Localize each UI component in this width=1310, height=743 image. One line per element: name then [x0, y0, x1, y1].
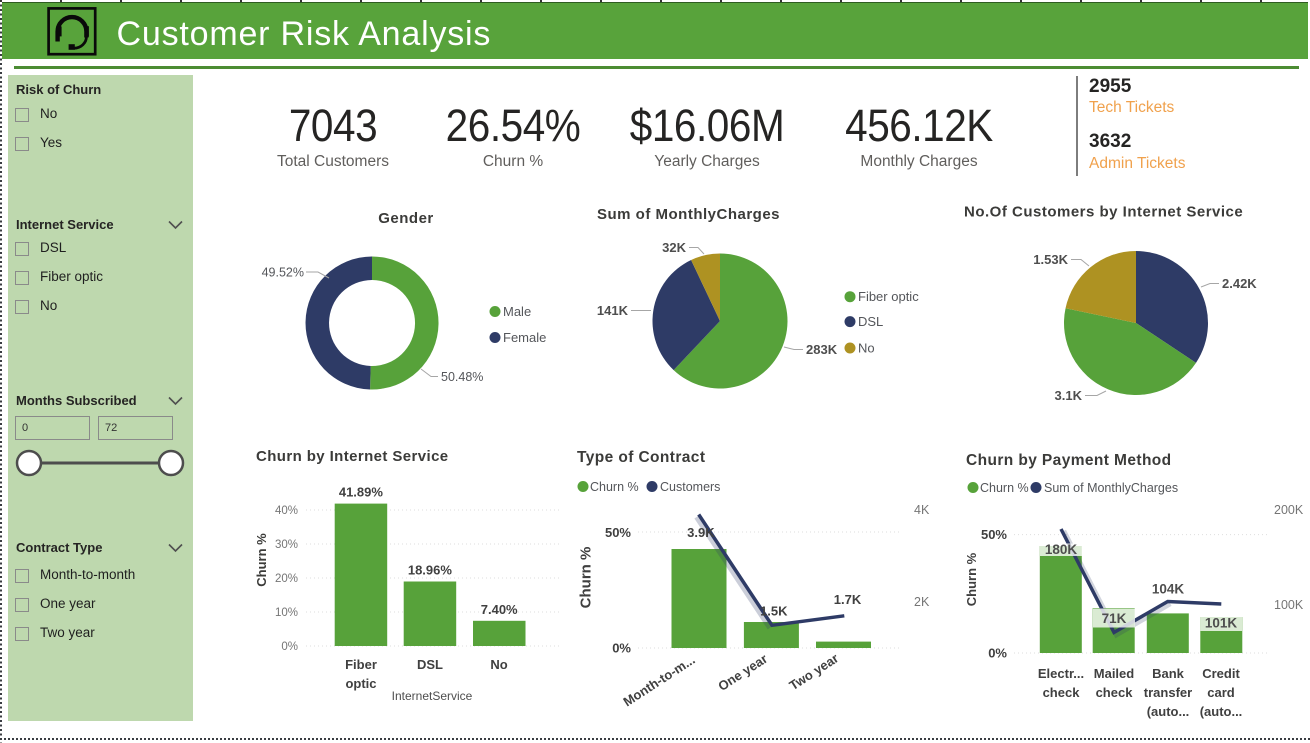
svg-text:30%: 30%	[275, 539, 298, 551]
svg-text:Female: Female	[503, 330, 546, 345]
svg-text:One year: One year	[715, 651, 770, 694]
svg-text:3.9K: 3.9K	[687, 525, 715, 540]
svg-text:50.48%: 50.48%	[441, 370, 483, 384]
svg-text:40%: 40%	[275, 505, 298, 517]
svg-text:141K: 141K	[597, 303, 629, 318]
svg-text:Churn %: Churn %	[964, 552, 979, 606]
svg-text:check: check	[1043, 685, 1081, 700]
svg-text:283K: 283K	[806, 342, 838, 357]
svg-text:20%: 20%	[275, 573, 298, 585]
svg-text:(auto...: (auto...	[1147, 704, 1190, 719]
svg-text:check: check	[1096, 685, 1134, 700]
svg-text:DSL: DSL	[858, 314, 883, 329]
svg-text:200K: 200K	[1274, 503, 1304, 517]
svg-text:Churn %: Churn %	[590, 480, 639, 494]
svg-text:32K: 32K	[662, 240, 686, 255]
svg-text:Male: Male	[503, 304, 531, 319]
svg-text:1.7K: 1.7K	[834, 592, 862, 607]
svg-text:DSL: DSL	[417, 657, 443, 672]
svg-text:Churn %: Churn %	[578, 547, 595, 609]
svg-text:50%: 50%	[605, 525, 631, 540]
svg-text:InternetService: InternetService	[392, 689, 473, 703]
svg-text:7.40%: 7.40%	[481, 602, 518, 617]
svg-text:3.1K: 3.1K	[1055, 388, 1083, 403]
svg-text:Sum of MonthlyCharges: Sum of MonthlyCharges	[1044, 481, 1178, 495]
svg-text:Churn %: Churn %	[254, 533, 269, 587]
svg-text:0%: 0%	[281, 641, 298, 653]
svg-text:10%: 10%	[275, 607, 298, 619]
svg-text:optic: optic	[345, 676, 376, 691]
svg-text:Credit: Credit	[1202, 666, 1240, 681]
svg-text:Sum of MonthlyCharges: Sum of MonthlyCharges	[597, 206, 780, 223]
svg-text:Churn %: Churn %	[980, 481, 1029, 495]
svg-text:18.96%: 18.96%	[408, 563, 453, 578]
svg-text:No.Of Customers by Internet Se: No.Of Customers by Internet Service	[964, 204, 1243, 221]
svg-text:Bank: Bank	[1152, 666, 1185, 681]
svg-text:Churn by Payment Method: Churn by Payment Method	[966, 452, 1172, 469]
svg-text:0%: 0%	[988, 646, 1007, 661]
svg-text:Customers: Customers	[660, 480, 720, 494]
svg-text:101K: 101K	[1205, 616, 1238, 631]
svg-text:card: card	[1207, 685, 1235, 700]
svg-text:180K: 180K	[1045, 542, 1078, 557]
svg-text:Fiber: Fiber	[345, 657, 377, 672]
svg-text:Electr...: Electr...	[1038, 666, 1084, 681]
svg-text:No: No	[858, 341, 875, 356]
svg-text:4K: 4K	[914, 503, 930, 517]
svg-text:Churn by Internet Service: Churn by Internet Service	[256, 448, 449, 465]
svg-text:Two year: Two year	[787, 650, 842, 693]
svg-text:transfer: transfer	[1144, 685, 1192, 700]
svg-text:49.52%: 49.52%	[262, 266, 304, 280]
svg-text:Type of Contract: Type of Contract	[577, 449, 705, 466]
svg-text:104K: 104K	[1152, 582, 1185, 597]
svg-text:1.53K: 1.53K	[1033, 252, 1068, 267]
svg-text:2K: 2K	[914, 595, 930, 609]
svg-text:71K: 71K	[1102, 611, 1127, 626]
svg-text:41.89%: 41.89%	[339, 485, 384, 500]
svg-text:Gender: Gender	[378, 210, 434, 227]
svg-text:Fiber optic: Fiber optic	[858, 289, 919, 304]
svg-text:0%: 0%	[612, 641, 631, 656]
svg-text:50%: 50%	[981, 527, 1007, 542]
svg-text:No: No	[490, 657, 507, 672]
svg-text:Mailed: Mailed	[1094, 666, 1135, 681]
svg-text:Month-to-m...: Month-to-m...	[620, 652, 697, 709]
svg-text:2.42K: 2.42K	[1222, 276, 1257, 291]
svg-text:100K: 100K	[1274, 598, 1304, 612]
svg-text:(auto...: (auto...	[1200, 704, 1243, 719]
svg-text:1.5K: 1.5K	[760, 604, 788, 619]
